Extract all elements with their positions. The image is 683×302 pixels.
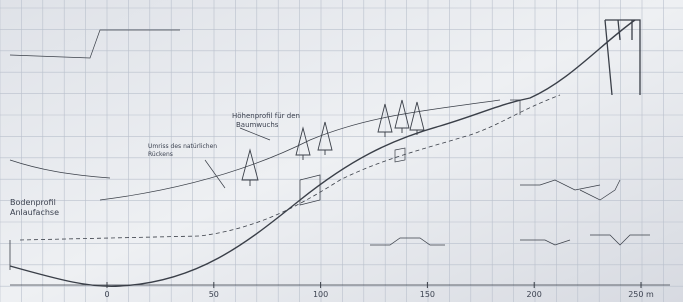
note: Baumwuchs	[236, 121, 279, 129]
note: Anlaufachse	[10, 208, 59, 217]
note: Höhenprofil für den	[232, 112, 300, 120]
axis-tick-label: 100	[313, 290, 328, 299]
drawing-photo: Höhenprofil für den Baumwuchs Umriss des…	[0, 0, 683, 302]
axis-tick-label: 200	[527, 290, 542, 299]
note: Bodenprofil	[10, 198, 56, 207]
note: Rückens	[148, 151, 173, 158]
axis-tick-label: 0	[104, 290, 109, 299]
note: Umriss des natürlichen	[148, 143, 217, 150]
paper	[0, 0, 683, 302]
axis-tick-label: 250 m	[628, 290, 654, 299]
axis-tick-label: 50	[209, 290, 219, 299]
axis-tick-label: 150	[420, 290, 435, 299]
